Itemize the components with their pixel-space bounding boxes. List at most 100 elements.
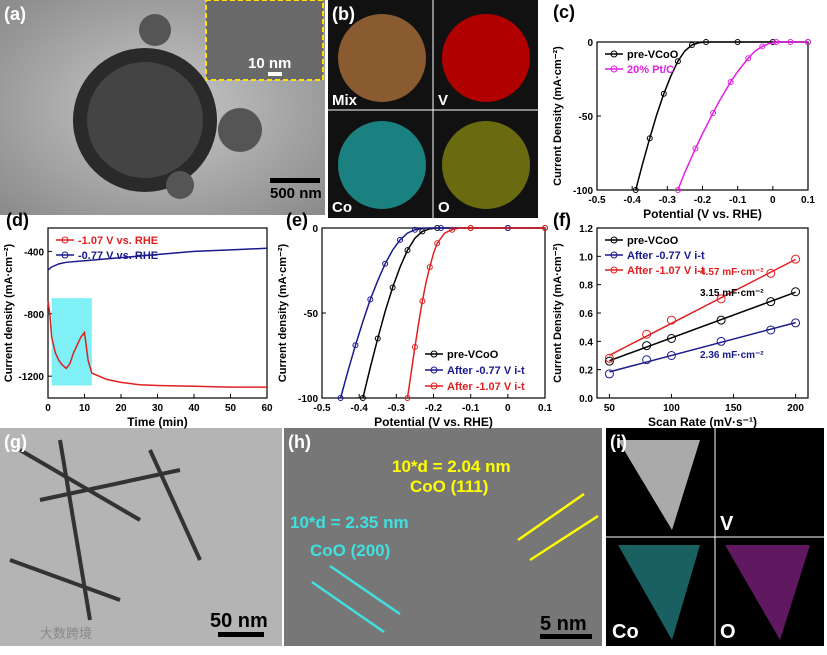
fit-line [609,291,796,362]
y-tick-label: -1200 [18,372,44,383]
legend-label: -1.07 V vs. RHE [78,235,158,247]
map-label: Co [332,199,352,216]
legend-label: -0.77 V vs. RHE [78,250,158,262]
x-axis-label: Potential (V vs. RHE) [374,415,493,429]
data-point [337,395,344,401]
y-tick-label: 0.8 [579,281,593,292]
data-point [404,247,411,254]
x-tick-label: -0.3 [659,195,677,206]
legend-label: pre-VCoO [627,49,679,61]
data-point [411,344,418,350]
panel-label: (d) [6,210,29,230]
data-point [397,236,404,243]
legend-label: After -0.77 V i-t [627,250,705,262]
panel-label: (b) [332,4,355,24]
panel-label: (c) [553,2,575,22]
data-point [359,395,366,401]
y-tick-label: 1.0 [579,252,593,263]
legend-label: After -1.07 V i-t [627,265,705,277]
legend-label: After -0.77 V i-t [447,365,525,377]
y-tick-label: -800 [24,310,44,321]
x-tick-label: 200 [787,403,804,414]
data-point [773,39,780,45]
annotation: 10*d = 2.04 nm [392,457,511,476]
data-point [660,90,667,97]
data-point [759,43,766,50]
data-point [716,336,726,346]
y-tick-label: -400 [24,247,44,258]
watermark: 大数跨境 [40,626,92,641]
x-tick-label: 0 [45,403,51,414]
series-line [47,301,267,388]
map-label: O [438,199,450,216]
data-point [642,341,652,351]
data-point [787,39,794,45]
data-point [805,39,811,45]
y-axis-label: Current Density (mA·cm⁻²) [552,243,564,383]
x-tick-label: 50 [225,403,237,414]
fit-line [609,321,796,373]
legend-marker [430,382,438,390]
data-point [382,260,389,267]
panel-label: (e) [286,210,308,230]
annotation: CoO (111) [410,477,488,496]
y-axis-label: Current density (mA·cm⁻²) [3,243,15,382]
data-point [642,329,652,339]
data-point [674,58,681,65]
scale-bar-label: 50 nm [210,610,268,632]
scale-bar-label: 500 nm [270,185,322,202]
legend-marker [61,251,69,259]
data-point [692,145,699,152]
y-tick-label: 1.2 [579,224,593,235]
data-point [389,284,396,291]
data-point [688,41,695,48]
x-tick-label: -0.3 [388,403,406,414]
data-point [791,318,801,328]
legend-marker [610,236,618,244]
y-tick-label: -100 [298,394,318,405]
panel-label: (g) [4,432,27,452]
data-point [666,351,676,360]
legend-marker [430,350,438,358]
panel-b: (b) Mix V Co O [328,0,538,218]
data-point [367,296,374,303]
data-point [666,334,676,343]
data-point [716,294,726,304]
data-point [674,187,681,193]
x-tick-label: 40 [188,403,200,414]
data-point [352,342,359,349]
x-tick-label: 0 [770,195,776,206]
data-point [766,268,776,278]
panel-g: (g) 50 nm 大数跨境 [0,428,282,646]
x-axis-label: Potential (V vs. RHE) [643,207,762,221]
x-tick-label: 100 [663,403,680,414]
data-point [449,226,456,233]
legend-label: pre-VCoO [627,235,679,247]
legend-label: 20% Pt/C [627,64,674,76]
legend-marker [610,266,618,274]
map-label: O [720,621,736,643]
panel-a: (a) 10 nm 500 nm [0,0,325,215]
legend-label: pre-VCoO [447,349,499,361]
panel-label: (h) [288,432,311,452]
data-point [604,369,614,379]
panel-label: (f) [553,210,571,230]
annotation: 3.15 mF·cm⁻² [700,288,764,299]
x-tick-label: 20 [115,403,127,414]
x-tick-label: -0.2 [694,195,712,206]
x-axis-label: Time (min) [127,415,187,429]
y-tick-label: -100 [573,186,593,197]
y-tick-label: 0.0 [579,394,593,405]
y-tick-label: 0.4 [579,337,593,348]
data-point [727,78,734,85]
scale-bar-label: 5 nm [540,613,587,635]
x-tick-label: -0.1 [462,403,480,414]
data-point [434,240,441,247]
fit-line [609,258,796,356]
y-tick-label: -50 [579,112,594,123]
panel-h: (h) 10*d = 2.04 nm CoO (111) 10*d = 2.35… [284,428,602,646]
x-tick-label: 50 [604,403,616,414]
x-tick-label: -0.4 [624,195,642,206]
data-point [632,187,639,193]
data-point [791,254,801,264]
